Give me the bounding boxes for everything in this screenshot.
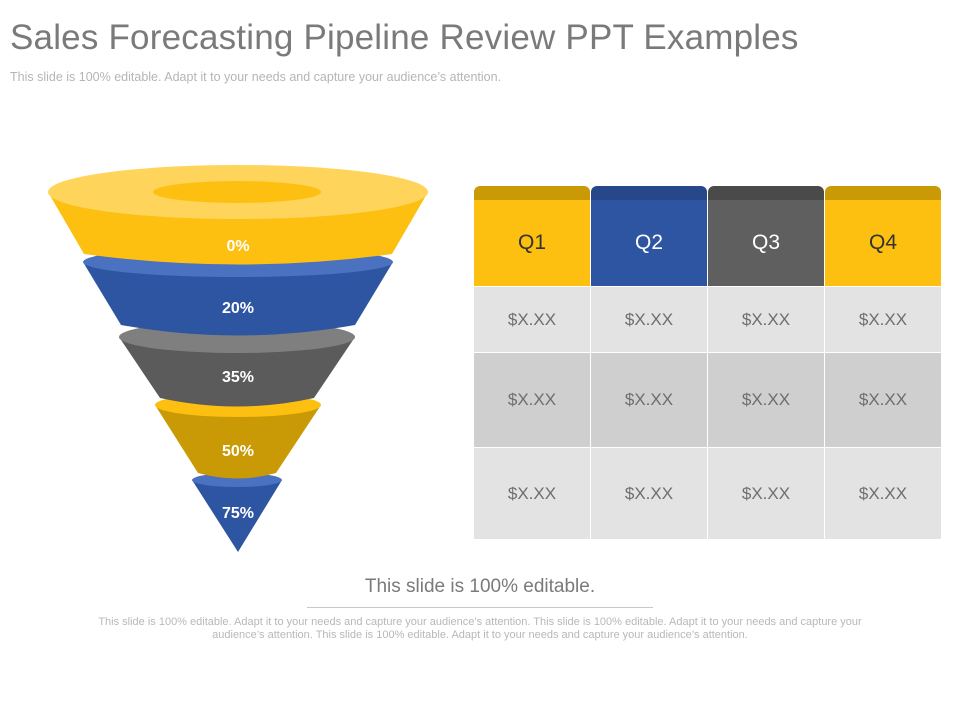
funnel-stage-body bbox=[192, 480, 282, 552]
footer-heading: This slide is 100% editable. bbox=[364, 576, 596, 597]
table-cell: $X.XX bbox=[591, 287, 707, 352]
funnel-stage-label: 75% bbox=[222, 505, 254, 522]
table-cell: $X.XX bbox=[708, 353, 824, 447]
table-cell: $X.XX bbox=[474, 287, 590, 352]
quarterly-table: Q1 Q2 Q3 Q4 $X.XX $X.XX $X.XX $X.XX $X.X… bbox=[474, 186, 941, 539]
table-cell: $X.XX bbox=[825, 448, 941, 539]
slide-subtitle: This slide is 100% editable. Adapt it to… bbox=[10, 70, 502, 84]
table-cell: $X.XX bbox=[708, 287, 824, 352]
table-cell: $X.XX bbox=[825, 353, 941, 447]
q2-tab bbox=[591, 186, 707, 200]
table-cell: $X.XX bbox=[591, 448, 707, 539]
table-cell: $X.XX bbox=[708, 448, 824, 539]
funnel-stage-body bbox=[83, 262, 393, 336]
funnel-stage-body bbox=[119, 337, 355, 407]
q1-tab bbox=[474, 186, 590, 200]
q3-tab bbox=[708, 186, 824, 200]
footer-divider bbox=[307, 607, 653, 608]
table-grid: Q1 Q2 Q3 Q4 $X.XX $X.XX $X.XX $X.XX $X.X… bbox=[474, 200, 941, 539]
header-q4: Q4 bbox=[825, 200, 941, 286]
funnel-stage-label: 50% bbox=[222, 443, 254, 460]
table-cell: $X.XX bbox=[474, 448, 590, 539]
q4-tab bbox=[825, 186, 941, 200]
header-q1: Q1 bbox=[474, 200, 590, 286]
table-cell: $X.XX bbox=[591, 353, 707, 447]
funnel-stage-body bbox=[155, 405, 321, 479]
header-q3: Q3 bbox=[708, 200, 824, 286]
quarter-tabs bbox=[474, 186, 941, 200]
table-cell: $X.XX bbox=[825, 287, 941, 352]
sales-funnel: 75% 50% 35% 20% 0% bbox=[48, 165, 428, 552]
funnel-stage-label: 20% bbox=[222, 300, 254, 317]
footer-body: This slide is 100% editable. Adapt it to… bbox=[98, 616, 862, 641]
funnel-opening bbox=[153, 181, 321, 203]
funnel-stage-label: 0% bbox=[226, 238, 249, 255]
funnel-stage-label: 35% bbox=[222, 369, 254, 386]
funnel-stage-0: 0% bbox=[48, 165, 428, 265]
header-q2: Q2 bbox=[591, 200, 707, 286]
funnel-stage-75: 75% bbox=[192, 473, 282, 552]
table-cell: $X.XX bbox=[474, 353, 590, 447]
slide-title: Sales Forecasting Pipeline Review PPT Ex… bbox=[10, 18, 799, 57]
